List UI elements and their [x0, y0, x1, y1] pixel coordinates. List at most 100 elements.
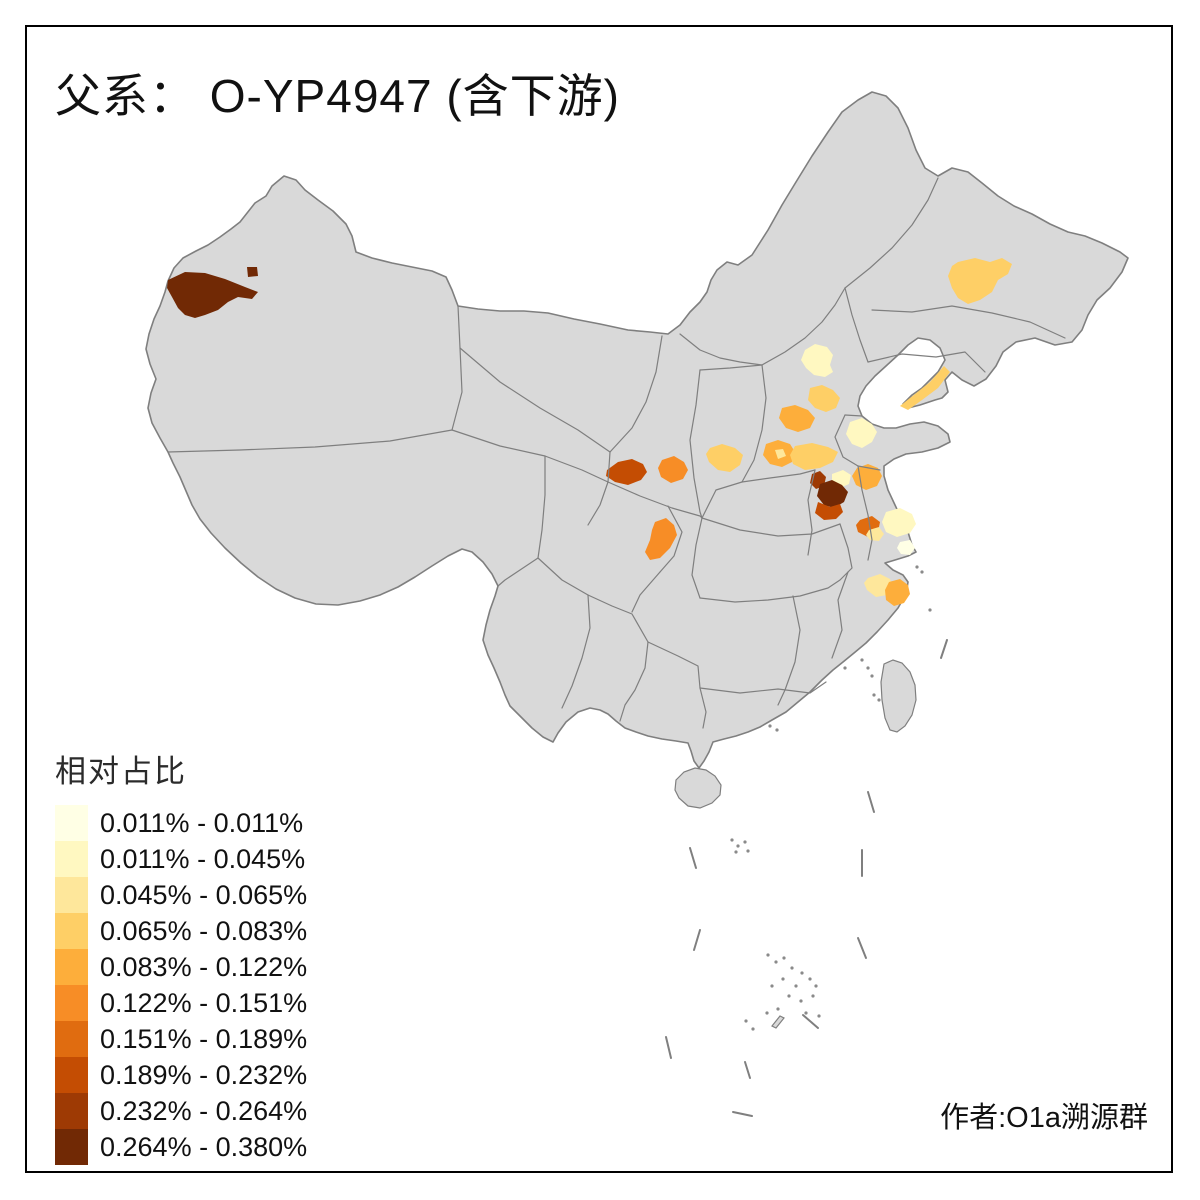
island-dot — [790, 966, 794, 970]
island-dot — [794, 984, 798, 988]
china-mainland-shape — [145, 91, 1129, 769]
highlighted-region — [790, 443, 838, 470]
highlighted-region — [948, 258, 1012, 304]
island-dot — [814, 984, 818, 988]
island-dot — [860, 658, 864, 662]
legend-title: 相对占比 — [55, 754, 187, 789]
legend-label: 0.264% - 0.380% — [100, 1131, 308, 1162]
legend-swatch — [55, 913, 88, 949]
attribution: 作者:O1a溯源群 — [940, 1102, 1148, 1134]
island-dot — [928, 608, 932, 612]
south-sea-islet — [771, 1015, 785, 1029]
island-dot — [743, 840, 747, 844]
legend-row: 0.083% - 0.122% — [55, 949, 307, 985]
highlighted-region — [817, 480, 848, 508]
highlighted-region — [706, 444, 743, 472]
highlighted-region — [900, 366, 950, 410]
island-dot — [768, 724, 772, 728]
legend-row: 0.122% - 0.151% — [55, 985, 307, 1021]
legend-swatch — [55, 841, 88, 877]
highlighted-region — [645, 518, 677, 560]
legend-swatch — [55, 805, 88, 841]
highlighted-region — [247, 267, 258, 277]
highlighted-region — [897, 540, 915, 555]
islands — [674, 659, 917, 1029]
island-dot — [915, 565, 919, 569]
highlighted-regions — [167, 258, 1012, 606]
legend-rows: 0.011% - 0.011% 0.011% - 0.045% 0.045% - 0… — [55, 805, 307, 1165]
legend: 相对占比 0.011% - 0.011% 0.011% - 0.045% 0.045… — [55, 746, 307, 1165]
island-dot — [776, 1007, 780, 1011]
legend-swatch — [55, 1057, 88, 1093]
legend-row: 0.011% - 0.011% — [55, 805, 307, 841]
legend-swatch — [55, 949, 88, 985]
island-dot — [800, 971, 804, 975]
legend-row: 0.151% - 0.189% — [55, 1021, 307, 1057]
legend-row: 0.189% - 0.232% — [55, 1057, 307, 1093]
legend-row: 0.065% - 0.083% — [55, 913, 307, 949]
legend-label: 0.122% - 0.151% — [100, 987, 308, 1018]
highlighted-region — [801, 344, 833, 377]
highlighted-region — [846, 418, 877, 448]
legend-label: 0.189% - 0.232% — [100, 1059, 308, 1090]
legend-label: 0.011% - 0.011% — [100, 807, 304, 838]
highlighted-region — [882, 508, 916, 537]
island-dot — [746, 849, 750, 853]
legend-row: 0.232% - 0.264% — [55, 1093, 307, 1129]
legend-label: 0.011% - 0.045% — [100, 843, 306, 874]
highlighted-region — [779, 405, 815, 432]
island-dot — [870, 674, 874, 678]
province-borders — [167, 177, 1066, 729]
highlighted-region — [775, 449, 786, 459]
highlighted-region — [815, 502, 843, 520]
island-dot — [775, 728, 779, 732]
legend-swatch — [55, 1021, 88, 1057]
hainan-island — [674, 767, 722, 809]
island-dot — [877, 698, 881, 702]
island-dot — [817, 1014, 821, 1018]
highlighted-region — [885, 579, 910, 606]
island-dot — [730, 838, 734, 842]
island-dot — [734, 850, 738, 854]
island-dot — [866, 666, 870, 670]
island-dot — [751, 1027, 755, 1031]
legend-swatch — [55, 1093, 88, 1129]
legend-row: 0.264% - 0.380% — [55, 1129, 307, 1165]
island-dot — [774, 960, 778, 964]
legend-swatch — [55, 877, 88, 913]
island-dot — [736, 844, 740, 848]
island-dot — [920, 570, 924, 574]
island-dot — [744, 1019, 748, 1023]
island-dot — [787, 994, 791, 998]
legend-label: 0.232% - 0.264% — [100, 1095, 308, 1126]
legend-label: 0.083% - 0.122% — [100, 951, 308, 982]
island-dot — [799, 999, 803, 1003]
taiwan-island — [880, 659, 917, 733]
island-dot — [872, 693, 876, 697]
island-dot — [770, 984, 774, 988]
island-dot — [782, 956, 786, 960]
page-title: 父系： O-YP4947 (含下游) — [55, 70, 620, 122]
island-dot — [781, 977, 785, 981]
legend-swatch — [55, 1129, 88, 1165]
island-dot — [811, 994, 815, 998]
island-dots — [730, 565, 932, 1031]
legend-label: 0.065% - 0.083% — [100, 915, 308, 946]
highlighted-region — [808, 385, 840, 412]
highlighted-region — [658, 456, 688, 483]
highlighted-region — [606, 459, 647, 485]
island-dot — [766, 953, 770, 957]
island-dot — [843, 666, 847, 670]
legend-label: 0.151% - 0.189% — [100, 1023, 308, 1054]
highlighted-region — [852, 464, 882, 490]
legend-label: 0.045% - 0.065% — [100, 879, 308, 910]
legend-row: 0.045% - 0.065% — [55, 877, 307, 913]
legend-row: 0.011% - 0.045% — [55, 841, 307, 877]
highlighted-region — [167, 272, 258, 318]
island-dot — [808, 977, 812, 981]
island-dot — [765, 1011, 769, 1015]
island-dot — [804, 1011, 808, 1015]
nine-dash-line — [665, 639, 948, 1117]
